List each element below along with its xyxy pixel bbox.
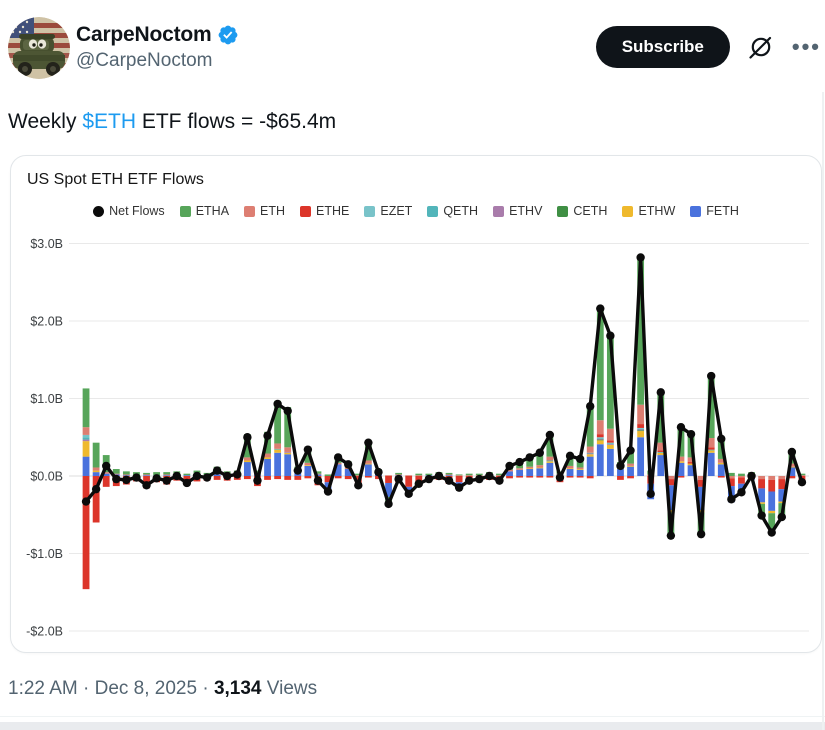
- legend-feth: FETH: [690, 204, 739, 218]
- legend-ceth-swatch-icon: [557, 205, 569, 217]
- legend-ezet: EZET: [364, 204, 412, 218]
- legend-eth-swatch-icon: [244, 205, 256, 217]
- svg-text:$3.0B: $3.0B: [30, 237, 63, 251]
- legend-net-flows-label: Net Flows: [109, 204, 165, 218]
- chart-title: US Spot ETH ETF Flows: [27, 171, 204, 188]
- legend-feth-label: FETH: [706, 204, 739, 218]
- legend-ethe-swatch-icon: [300, 205, 312, 217]
- svg-text:$2.0B: $2.0B: [30, 315, 63, 329]
- author-handle[interactable]: @CarpeNoctom: [76, 50, 213, 71]
- footer-separator: ·: [197, 678, 214, 699]
- legend-ethe: ETHE: [300, 204, 349, 218]
- avatar-image: [8, 17, 70, 79]
- verified-badge-icon: [217, 24, 239, 46]
- legend-qeth: QETH: [427, 204, 478, 218]
- legend-ezet-label: EZET: [380, 204, 413, 218]
- tweet-text-prefix: Weekly: [8, 110, 83, 133]
- legend-ethw-label: ETHW: [638, 204, 676, 218]
- views-count: 3,134: [213, 678, 262, 699]
- legend-eth: ETH: [244, 204, 285, 218]
- eth-etf-flows-chart: $3.0B $2.0B $1.0B $0.0B -$1.0B -$2.0B: [26, 237, 809, 639]
- tweet-text-suffix: ETF flows = -$65.4m: [136, 110, 337, 133]
- legend-ethv-swatch-icon: [493, 205, 505, 217]
- legend-etha: ETHA: [179, 204, 230, 218]
- author-name[interactable]: CarpeNoctom: [76, 23, 212, 46]
- tweet-divider: [0, 716, 825, 717]
- svg-text:-$2.0B: -$2.0B: [26, 625, 63, 639]
- svg-text:$0.0B: $0.0B: [30, 470, 63, 484]
- chart-legend: Net Flows ETHA ETH ETHE EZET QETH ETHV CETH ETHW…: [11, 204, 821, 218]
- svg-text:$1.0B: $1.0B: [30, 392, 63, 406]
- legend-net-flows: Net Flows: [93, 204, 165, 218]
- legend-ezet-swatch-icon: [364, 205, 376, 217]
- legend-ceth: CETH: [557, 204, 607, 218]
- tweet-footer: 1:22 AM · Dec 8, 2025 · 3,134 Views: [8, 678, 317, 700]
- more-options-icon[interactable]: •••: [791, 34, 821, 59]
- views-label: Views: [261, 678, 318, 699]
- legend-ethw: ETHW: [622, 204, 675, 218]
- legend-etha-swatch-icon: [179, 205, 191, 217]
- legend-ethw-swatch-icon: [622, 205, 634, 217]
- subscribe-button[interactable]: Subscribe: [595, 26, 730, 68]
- chart-card: US Spot ETH ETF Flows Net Flows ETHA ETH ET…: [10, 155, 822, 653]
- legend-qeth-label: QETH: [443, 204, 479, 218]
- legend-eth-label: ETH: [260, 204, 286, 218]
- tweet-text: Weekly $ETH ETF flows = -$65.4m: [8, 108, 336, 135]
- timestamp: 1:22 AM · Dec 8, 2025: [8, 678, 198, 699]
- legend-qeth-swatch-icon: [427, 205, 439, 217]
- cashtag-link[interactable]: $ETH: [82, 110, 136, 133]
- legend-ethe-label: ETHE: [316, 204, 350, 218]
- grok-icon[interactable]: [746, 32, 776, 62]
- legend-ethv: ETHV: [493, 204, 542, 218]
- tweet-header: CarpeNoctom @CarpeNoctom Subscribe •••: [8, 16, 819, 82]
- legend-etha-label: ETHA: [195, 204, 230, 218]
- legend-net-flows-swatch-icon: [93, 205, 105, 217]
- next-section-edge: [0, 722, 825, 730]
- legend-ethv-label: ETHV: [509, 204, 543, 218]
- legend-feth-swatch-icon: [690, 205, 702, 217]
- avatar[interactable]: [8, 17, 70, 79]
- column-border: [822, 92, 824, 730]
- svg-text:-$1.0B: -$1.0B: [26, 547, 63, 561]
- legend-ceth-label: CETH: [573, 204, 608, 218]
